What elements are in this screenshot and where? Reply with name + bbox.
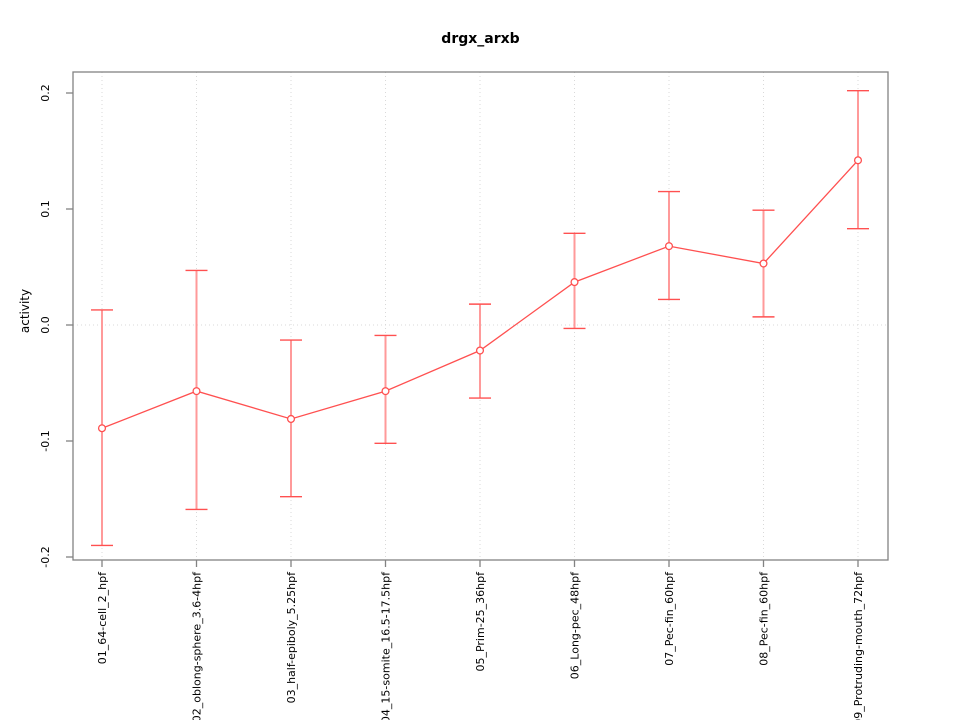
x-tick-label: 02_oblong-sphere_3.6-4hpf	[191, 571, 204, 720]
y-tick-label: 0.2	[39, 84, 52, 102]
data-point-marker	[381, 387, 390, 396]
data-point-marker	[853, 156, 863, 165]
y-tick-label: 0.0	[39, 316, 52, 334]
y-tick-label: -0.2	[39, 546, 52, 567]
data-point-marker	[475, 346, 485, 355]
x-tick-label: 06_Long-pec_48hpf	[569, 571, 582, 679]
data-point-marker	[286, 414, 296, 424]
y-axis-title: activity	[18, 289, 32, 333]
x-tick-label: 08_Pec-fin_60hpf	[758, 571, 771, 666]
y-tick-label: -0.1	[39, 430, 52, 451]
x-tick-label: 03_half-epiboly_5.25hpf	[285, 571, 298, 704]
data-point-marker	[759, 259, 768, 268]
x-tick-label: 09_Protruding-mouth_72hpf	[852, 571, 865, 720]
chart-title: drgx_arxb	[441, 31, 520, 47]
x-tick-label: 01_64-cell_2_hpf	[96, 571, 109, 664]
data-point-marker	[664, 242, 674, 251]
y-tick-label: 0.1	[39, 200, 52, 218]
data-point-marker	[97, 424, 107, 433]
data-point-marker	[570, 278, 579, 287]
x-tick-label: 04_15-somite_16.5-17.5hpf	[380, 571, 393, 720]
data-point-marker	[192, 387, 201, 396]
x-tick-label: 07_Pec-fin_60hpf	[663, 571, 676, 666]
x-tick-label: 05_Prim-25_36hpf	[474, 571, 487, 672]
